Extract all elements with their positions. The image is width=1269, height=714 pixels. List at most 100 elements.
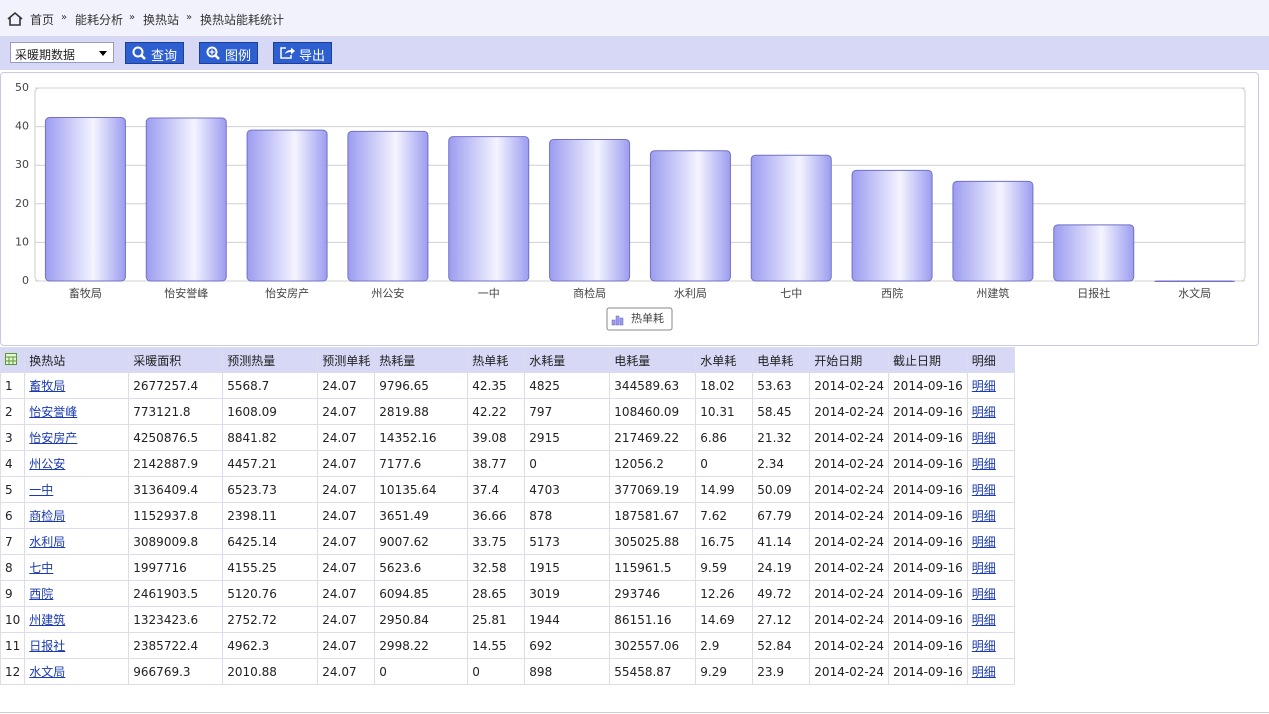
cell: 10: [1, 607, 25, 633]
icon: [280, 46, 296, 60]
link-cell[interactable]: 明细: [967, 607, 1014, 633]
table-row: 3怡安房产4250876.58841.8224.0714352.1639.082…: [1, 425, 1015, 451]
header-cell: 开始日期: [810, 348, 889, 373]
y-tick-label: 0: [22, 274, 29, 287]
home-icon: [7, 11, 23, 27]
cell: 2950.84: [375, 607, 468, 633]
x-tick-label: 怡安誉峰: [164, 286, 208, 300]
link-cell[interactable]: 怡安誉峰: [25, 399, 129, 425]
cell: 878: [525, 503, 610, 529]
x-tick-label: 一中: [478, 287, 500, 300]
link-cell[interactable]: 七中: [25, 555, 129, 581]
cell: 1323423.6: [129, 607, 223, 633]
link-cell[interactable]: 怡安房产: [25, 425, 129, 451]
link-cell[interactable]: 明细: [967, 451, 1014, 477]
link-cell[interactable]: 明细: [967, 399, 1014, 425]
cell: 4457.21: [223, 451, 318, 477]
legend-icon: [616, 316, 619, 325]
x-tick-label: 州公安: [371, 286, 404, 300]
breadcrumb-item: 换热站能耗统计: [200, 11, 284, 28]
cell: 2.9: [696, 633, 753, 659]
cell: 344589.63: [610, 373, 696, 399]
cell: 14352.16: [375, 425, 468, 451]
cell: 49.72: [753, 581, 810, 607]
breadcrumb-item[interactable]: 能耗分析: [75, 11, 123, 28]
link-cell[interactable]: 明细: [967, 503, 1014, 529]
cell: 5568.7: [223, 373, 318, 399]
query-button[interactable]: 查询: [125, 42, 184, 64]
cell: 1608.09: [223, 399, 318, 425]
link-cell[interactable]: 畜牧局: [25, 373, 129, 399]
y-tick-label: 40: [15, 120, 29, 133]
bar: [1155, 281, 1235, 282]
link-cell[interactable]: 明细: [967, 477, 1014, 503]
link-cell[interactable]: 明细: [967, 425, 1014, 451]
cell: 24.07: [318, 581, 375, 607]
link-cell[interactable]: 明细: [967, 555, 1014, 581]
export-button[interactable]: 导出: [273, 42, 332, 64]
y-tick-label: 50: [15, 81, 29, 94]
link-cell[interactable]: 西院: [25, 581, 129, 607]
cell: 2998.22: [375, 633, 468, 659]
cell: 5: [1, 477, 25, 503]
breadcrumb-item[interactable]: 换热站: [143, 11, 179, 28]
cell: 24.07: [318, 477, 375, 503]
bar: [348, 131, 428, 281]
link-cell[interactable]: 明细: [967, 659, 1014, 685]
icon: [132, 46, 146, 60]
cell: 14.99: [696, 477, 753, 503]
bar: [550, 139, 630, 281]
link-cell[interactable]: 明细: [967, 581, 1014, 607]
cell: 24.07: [318, 503, 375, 529]
cell: 0: [375, 659, 468, 685]
link-cell[interactable]: 商检局: [25, 503, 129, 529]
table-row: 11日报社2385722.44962.324.072998.2214.55692…: [1, 633, 1015, 659]
link-cell[interactable]: 日报社: [25, 633, 129, 659]
cell: 302557.06: [610, 633, 696, 659]
link-cell[interactable]: 一中: [25, 477, 129, 503]
cell: 2014-02-24: [810, 581, 889, 607]
bar: [45, 118, 125, 281]
link-cell[interactable]: 水利局: [25, 529, 129, 555]
cell: 2014-09-16: [889, 633, 968, 659]
legend-button[interactable]: 图例: [199, 42, 258, 64]
breadcrumb-item[interactable]: 首页: [30, 11, 54, 28]
table-row: 12水文局966769.32010.8824.070089855458.879.…: [1, 659, 1015, 685]
cell: 2014-02-24: [810, 451, 889, 477]
cell: 4962.3: [223, 633, 318, 659]
cell: 86151.16: [610, 607, 696, 633]
header-cell: 电单耗: [753, 348, 810, 373]
header-cell: 明细: [967, 348, 1014, 373]
cell: 55458.87: [610, 659, 696, 685]
link-cell[interactable]: 州公安: [25, 451, 129, 477]
header-cell: 水耗量: [525, 348, 610, 373]
cell: 2014-09-16: [889, 451, 968, 477]
cell: 966769.3: [129, 659, 223, 685]
chart: 01020304050畜牧局怡安誉峰怡安房产州公安一中商检局水利局七中西院州建筑…: [0, 72, 1258, 344]
cell: 187581.67: [610, 503, 696, 529]
period-select[interactable]: 采暖期数据: [10, 42, 114, 63]
cell: 6425.14: [223, 529, 318, 555]
legend-icon: [620, 318, 623, 325]
cell: 0: [525, 451, 610, 477]
cell: 293746: [610, 581, 696, 607]
link-cell[interactable]: 明细: [967, 529, 1014, 555]
footer-line: [0, 712, 1269, 713]
x-tick-label: 七中: [780, 287, 802, 300]
cell: 2014-02-24: [810, 555, 889, 581]
link-cell[interactable]: 州建筑: [25, 607, 129, 633]
link-cell[interactable]: 明细: [967, 633, 1014, 659]
x-tick-label: 水文局: [1178, 286, 1211, 300]
cell: 2819.88: [375, 399, 468, 425]
header-cell: 电耗量: [610, 348, 696, 373]
link-cell[interactable]: 明细: [967, 373, 1014, 399]
cell: 52.84: [753, 633, 810, 659]
cell: 1997716: [129, 555, 223, 581]
cell: 27.12: [753, 607, 810, 633]
link-cell[interactable]: 水文局: [25, 659, 129, 685]
table-row: 2怡安誉峰773121.81608.0924.072819.8842.22797…: [1, 399, 1015, 425]
cell: 9007.62: [375, 529, 468, 555]
cell: 9.29: [696, 659, 753, 685]
cell: 2398.11: [223, 503, 318, 529]
cell: 2014-02-24: [810, 529, 889, 555]
